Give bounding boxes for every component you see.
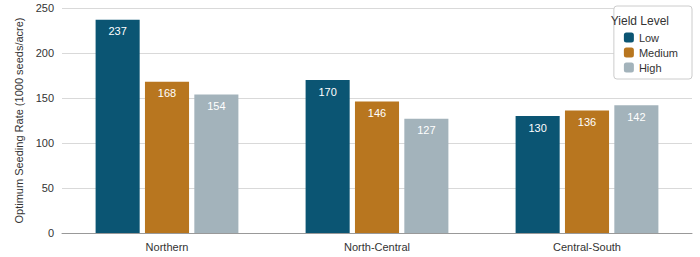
svg-text:Medium: Medium xyxy=(639,47,678,59)
svg-text:130: 130 xyxy=(528,122,546,134)
svg-text:200: 200 xyxy=(36,47,54,59)
svg-text:250: 250 xyxy=(36,2,54,14)
svg-text:Northern: Northern xyxy=(146,241,189,253)
svg-text:150: 150 xyxy=(36,92,54,104)
svg-text:168: 168 xyxy=(158,87,176,99)
svg-text:North-Central: North-Central xyxy=(344,241,410,253)
svg-text:142: 142 xyxy=(627,111,645,123)
svg-text:170: 170 xyxy=(318,86,336,98)
svg-text:Optimum Seeding Rate (1000 see: Optimum Seeding Rate (1000 seeds/acre) xyxy=(13,17,25,223)
svg-text:136: 136 xyxy=(578,116,596,128)
svg-text:127: 127 xyxy=(417,124,435,136)
svg-text:Low: Low xyxy=(639,32,659,44)
svg-text:237: 237 xyxy=(108,25,126,37)
svg-text:High: High xyxy=(639,62,662,74)
svg-text:50: 50 xyxy=(42,182,54,194)
svg-text:Yield Level: Yield Level xyxy=(611,14,669,28)
svg-text:0: 0 xyxy=(48,227,54,239)
svg-text:Central-South: Central-South xyxy=(553,241,621,253)
svg-text:146: 146 xyxy=(368,107,386,119)
svg-text:154: 154 xyxy=(207,100,225,112)
svg-text:100: 100 xyxy=(36,137,54,149)
